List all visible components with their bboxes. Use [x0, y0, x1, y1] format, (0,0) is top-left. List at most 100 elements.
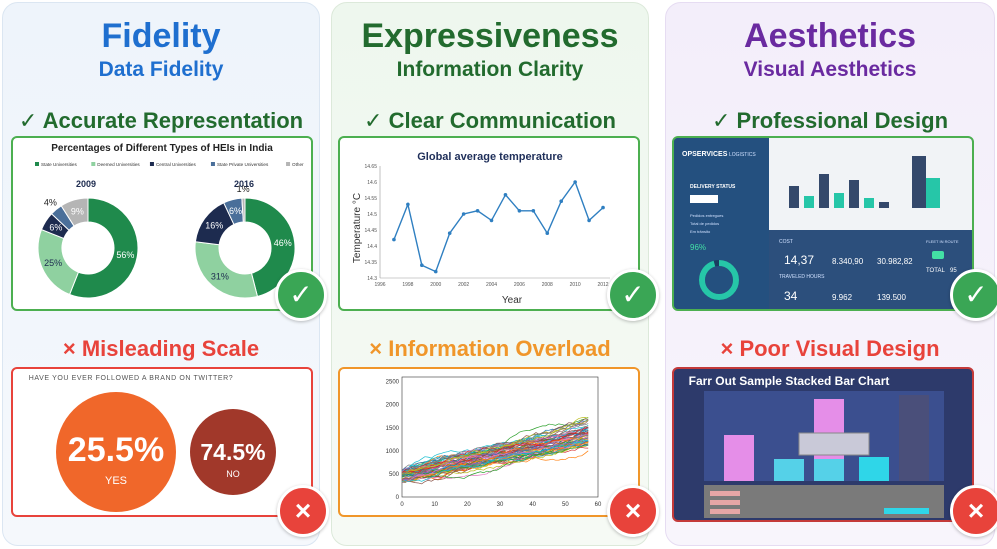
x-tick-label: 1998	[402, 282, 413, 288]
truck-icon	[932, 251, 944, 259]
hei-donut-charts: Percentages of Different Types of HEIs i…	[35, 143, 304, 299]
x-tick-label: 2002	[458, 282, 469, 288]
dash-logo: OPSERVICES	[682, 151, 728, 158]
fleet-label: FLEET IN ROUTE	[926, 239, 959, 244]
logistics-dashboard: OPSERVICES LOGISTICS DELIVERY STATUS Ped…	[674, 138, 972, 309]
x-badge-icon: ×	[607, 485, 659, 537]
check-badge-icon: ✓	[950, 269, 997, 321]
series-line	[401, 417, 589, 475]
donut-label: 46%	[274, 238, 292, 248]
series-line	[401, 441, 589, 483]
y-tick-label: 500	[389, 472, 400, 478]
yes-circle	[56, 392, 176, 512]
y-tick-label: 0	[396, 495, 400, 501]
series-line	[401, 437, 589, 480]
walk-plot	[401, 417, 589, 485]
legend-swatch	[91, 162, 96, 166]
walk-axes: 0 500 1000 1500 2000 2500 0 10 20 30 40 50 60	[386, 376, 602, 508]
column-subtitle: Information Clarity	[396, 58, 584, 81]
bad-label: Poor Visual Design	[739, 336, 940, 361]
temperature-line-chart: Global average temperature Temperature °…	[352, 151, 610, 306]
temp-xlabel: Year	[502, 295, 523, 306]
year-2009: 2009	[76, 179, 96, 189]
temperature-point	[545, 231, 550, 235]
overload-line-chart: 0 500 1000 1500 2000 2500 0 10 20 30 40 50 60	[386, 376, 602, 508]
series-line	[401, 426, 589, 474]
bad-heading: × Misleading Scale	[3, 336, 319, 362]
series-line	[401, 440, 589, 483]
check-badge-icon: ✓	[275, 269, 327, 321]
series-line	[401, 418, 589, 473]
fidelity-column: Fidelity Data Fidelity ✓ Accurate Repres…	[2, 2, 329, 546]
bad-label: Misleading Scale	[81, 336, 260, 361]
x-icon: ×	[62, 336, 76, 361]
good-heading: ✓ Clear Communication	[332, 108, 648, 134]
temperature-point	[392, 237, 396, 242]
kpi-2: 8.340,90	[832, 257, 864, 266]
series-line	[401, 427, 589, 478]
donut-label: 4%	[44, 198, 57, 208]
check-icon: ✓	[711, 108, 731, 133]
y-tick-label: 14.6	[367, 180, 377, 186]
good-heading: ✓ Accurate Representation	[3, 108, 319, 134]
temperature-point	[573, 180, 577, 184]
x-tick-label: 2006	[514, 282, 525, 288]
x-icon: ×	[369, 336, 383, 361]
x-tick-label: 50	[562, 502, 569, 508]
good-heading: ✓ Professional Design	[666, 108, 994, 134]
column-subtitle: Visual Aesthetics	[743, 58, 917, 81]
kpi-6: 139.500	[877, 293, 906, 302]
y-tick-label: 14.35	[364, 260, 377, 266]
bad-example-panel: 0 500 1000 1500 2000 2500 0 10 20 30 40 50 60	[338, 367, 640, 517]
donut-2009: 56% 25% 6% 4% 9%	[37, 197, 139, 299]
series-line	[401, 444, 589, 478]
legend-label: State Universities	[41, 162, 77, 167]
twitter-bubbles: HAVE YOU EVER FOLLOWED A BRAND ON TWITTE…	[29, 375, 276, 512]
temp-ylabel: Temperature °C	[352, 193, 363, 263]
x-tick-label: 2012	[597, 282, 608, 288]
side-row: Pedidos entregues	[690, 213, 723, 218]
x-badge-icon: ×	[950, 485, 997, 537]
temp-axes: 14.3 14.35 14.4 14.45 14.5 14.55 14.6 14.65 1996…	[364, 164, 610, 288]
temperature-point	[475, 209, 480, 213]
donut-2016: 46% 31% 16% 6% 1%	[194, 184, 296, 299]
donut-label: 31%	[211, 272, 229, 282]
y-tick-label: 14.65	[364, 164, 377, 170]
series-line	[401, 426, 589, 480]
temperature-point	[601, 205, 605, 210]
side-row: Em trânsito	[690, 229, 711, 234]
temperature-point	[517, 209, 522, 213]
y-tick-label: 1000	[386, 449, 400, 455]
donut-label: 25%	[44, 258, 62, 268]
x-icon: ×	[720, 336, 734, 361]
x-tick-label: 2000	[430, 282, 441, 288]
expressiveness-column: Expressiveness Information Clarity ✓ Cle…	[331, 2, 659, 546]
bad-heading: × Information Overload	[332, 336, 648, 362]
stacked-title: Farr Out Sample Stacked Bar Chart	[689, 374, 890, 388]
column-subtitle: Data Fidelity	[98, 58, 224, 81]
temperature-point	[503, 193, 508, 197]
legend-swatch	[286, 162, 291, 166]
yes-label: YES	[105, 475, 127, 487]
temp-plot	[392, 180, 605, 274]
y-tick-label: 14.4	[367, 244, 377, 250]
temperature-point	[489, 218, 494, 223]
donut-slice	[60, 197, 89, 227]
x-tick-label: 30	[497, 502, 504, 508]
legend-label: Other	[292, 162, 304, 167]
donut-label: 16%	[205, 221, 223, 231]
good-label: Professional Design	[736, 108, 949, 133]
kpi-4: 34	[784, 289, 798, 303]
temperature-point	[433, 269, 438, 274]
twitter-question: HAVE YOU EVER FOLLOWED A BRAND ON TWITTE…	[29, 375, 234, 382]
y-tick-label: 2500	[386, 380, 400, 386]
year-2016: 2016	[234, 179, 254, 189]
temperature-point	[420, 263, 424, 267]
aesthetics-column: Aesthetics Visual Aesthetics ✓ Professio…	[665, 2, 997, 546]
total-value: 95	[950, 268, 957, 274]
series-line	[401, 427, 589, 475]
donut-slice	[241, 197, 246, 223]
dash-percent: 96%	[690, 243, 706, 252]
side-title: DELIVERY STATUS	[690, 184, 736, 190]
series-line	[401, 430, 589, 472]
